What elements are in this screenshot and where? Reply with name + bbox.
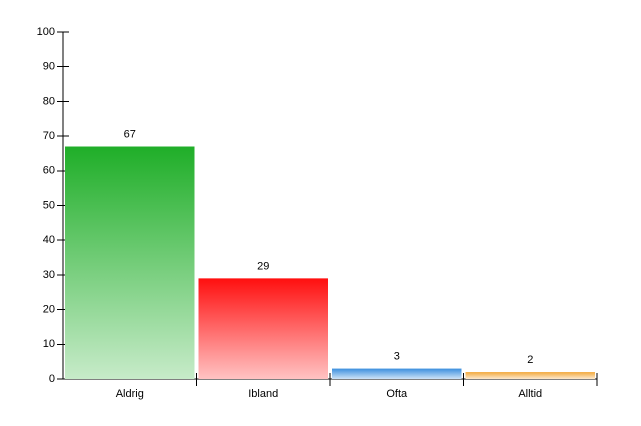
x-tick-label: Aldrig — [116, 388, 144, 400]
data-label: 3 — [394, 350, 400, 362]
bar — [198, 278, 328, 379]
y-tick-label: 0 — [49, 373, 55, 385]
bar — [465, 372, 595, 379]
bar — [332, 368, 462, 379]
bar — [65, 146, 195, 379]
x-tick-label: Ofta — [386, 388, 408, 400]
y-tick-label: 70 — [43, 130, 55, 142]
y-tick-label: 40 — [43, 234, 55, 246]
y-tick-label: 30 — [43, 269, 55, 281]
y-tick-label: 10 — [43, 338, 55, 350]
data-label: 2 — [527, 354, 533, 366]
y-tick-label: 50 — [43, 199, 55, 211]
x-tick-label: Ibland — [248, 388, 278, 400]
y-tick-label: 60 — [43, 165, 55, 177]
data-label: 67 — [124, 128, 136, 140]
y-tick-label: 100 — [37, 26, 55, 38]
y-tick-label: 90 — [43, 61, 55, 73]
y-tick-label: 80 — [43, 95, 55, 107]
x-tick-label: Alltid — [518, 388, 542, 400]
data-label: 29 — [257, 260, 269, 272]
y-tick-label: 20 — [43, 304, 55, 316]
